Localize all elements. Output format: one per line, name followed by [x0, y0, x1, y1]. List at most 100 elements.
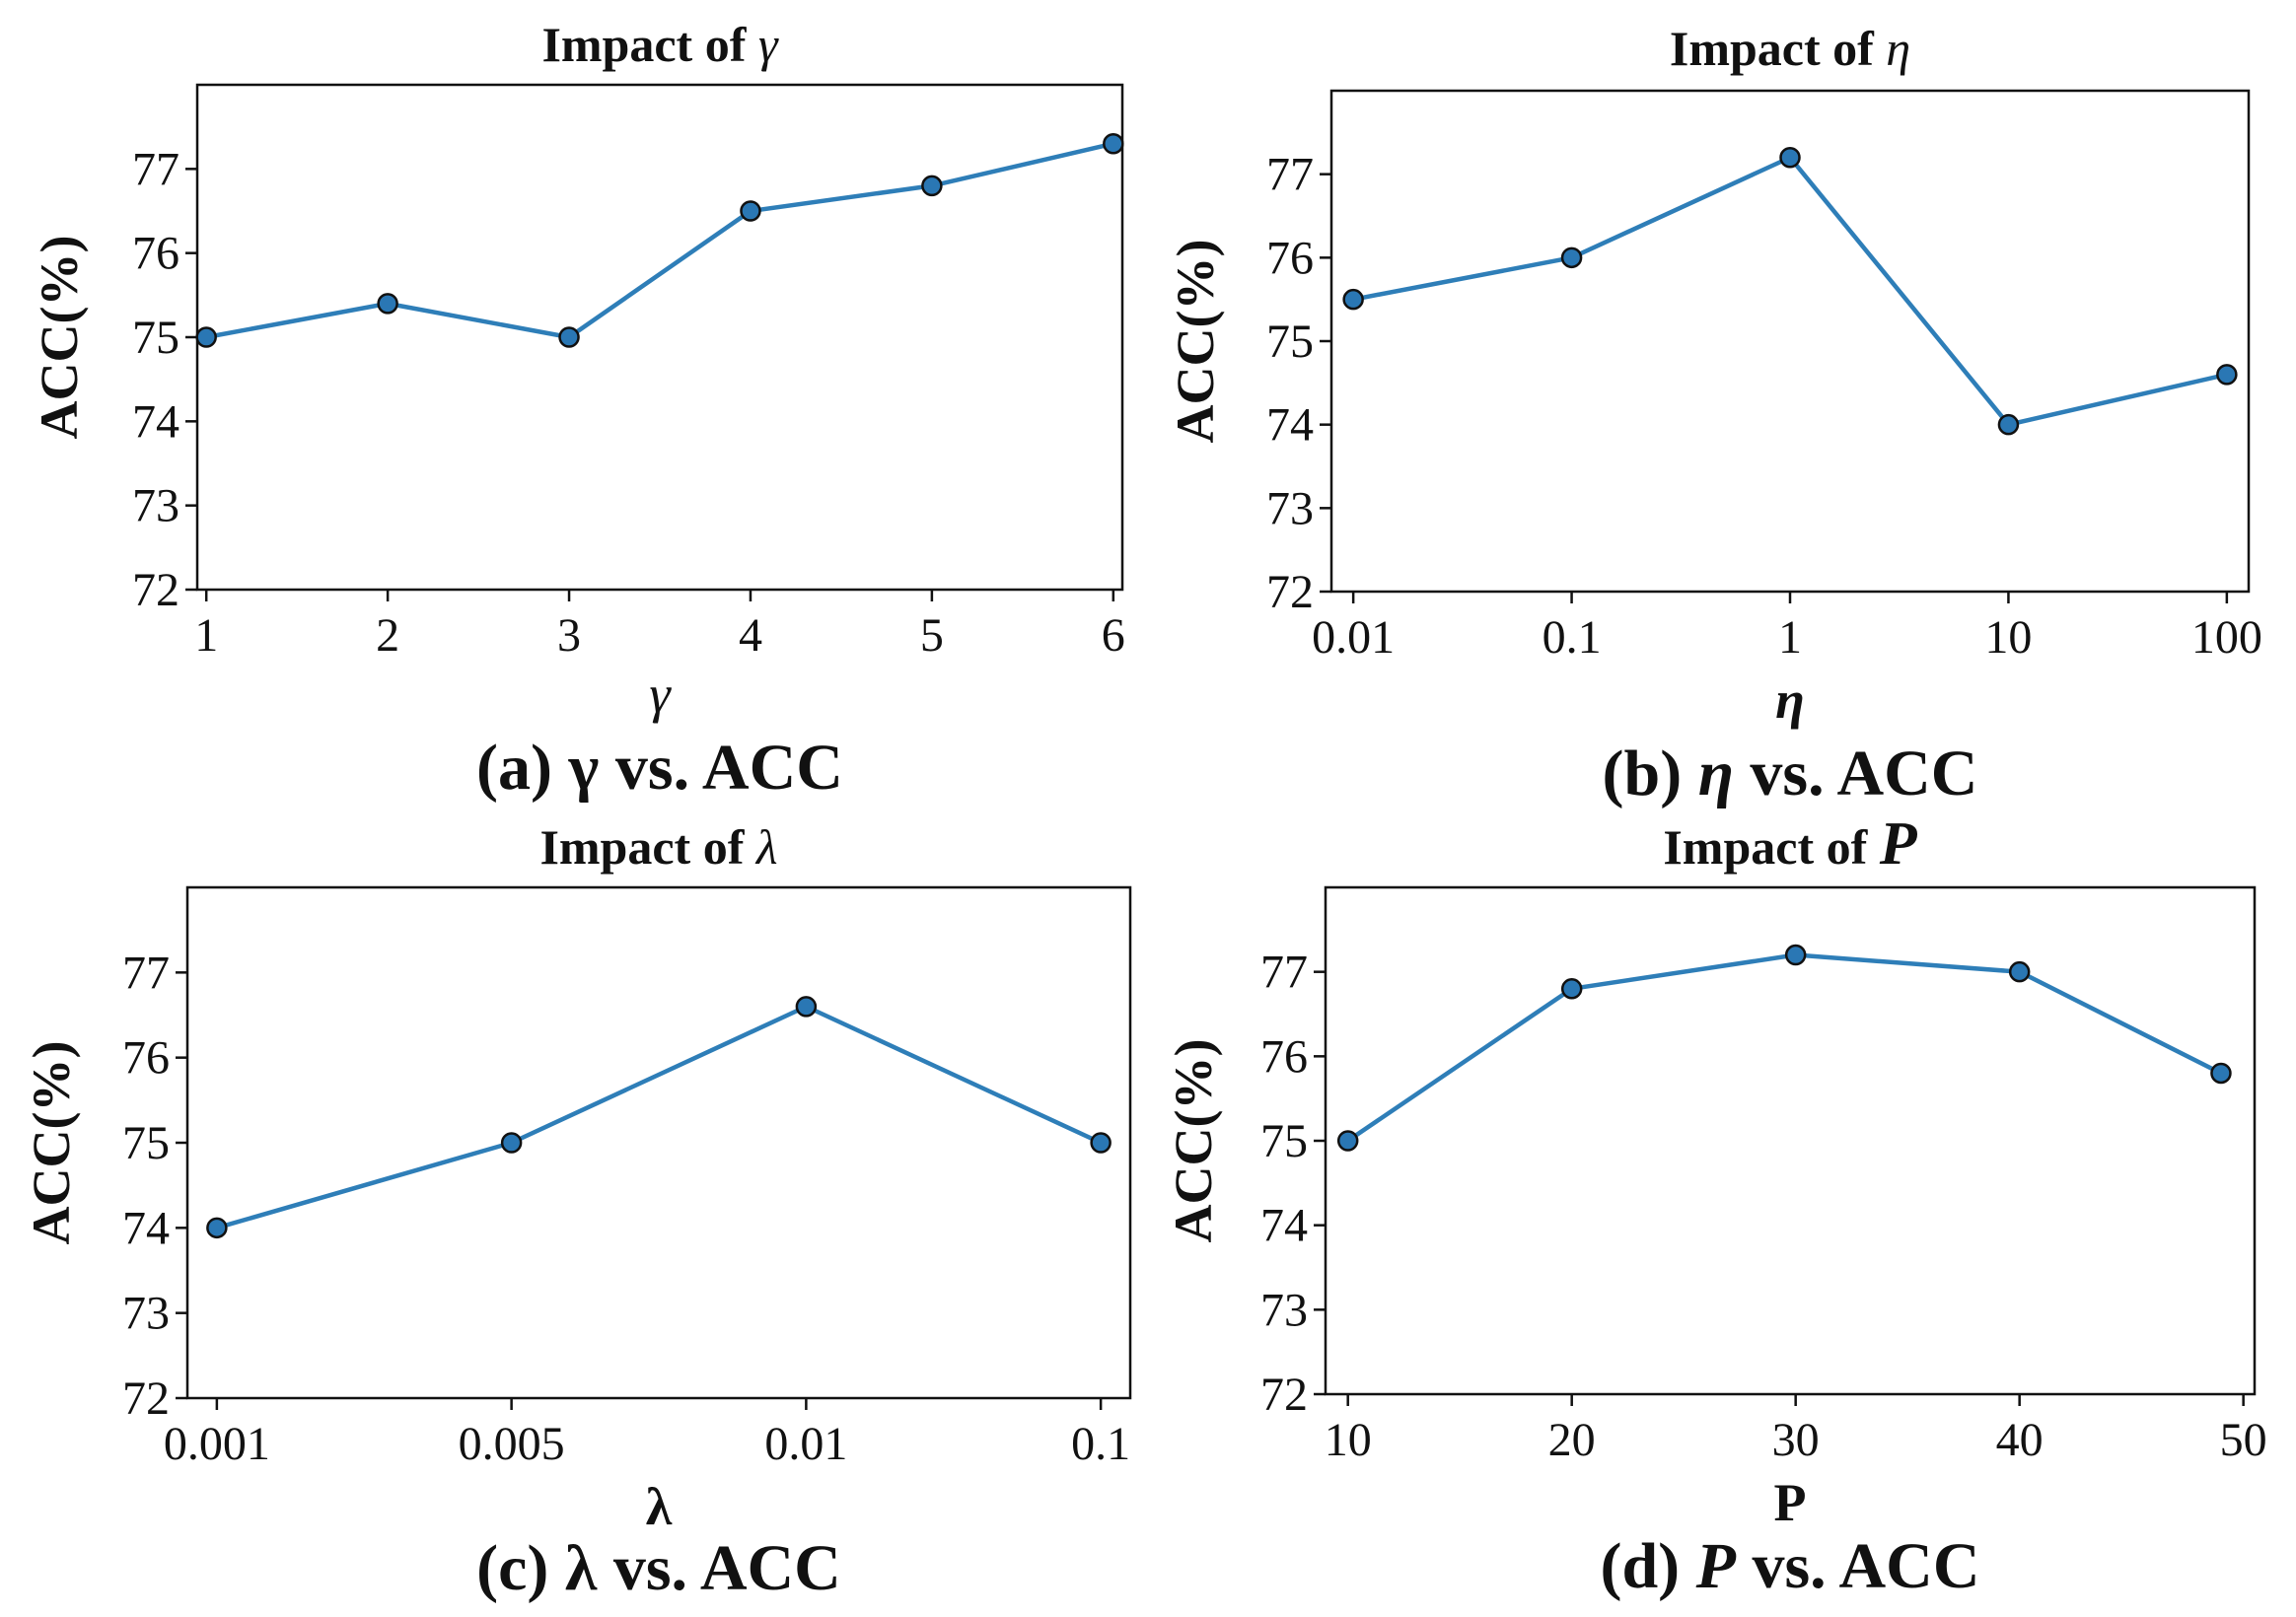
chart-title-prefix: Impact of [1663, 819, 1879, 875]
data-point [1560, 978, 1583, 1000]
y-tick-label: 75 [1266, 316, 1314, 368]
chart-title-symbol: P [1879, 810, 1918, 878]
data-point [1090, 1132, 1112, 1154]
chart-panel-2: Impact of η 72 73 74 75 76 77 0.01 0.1 1 10 100 ACC(… [1166, 21, 2262, 809]
subfigure-caption: (a) γ vs. ACC [476, 732, 843, 804]
x-tick-label: 0.005 [459, 1418, 565, 1470]
data-point [558, 326, 580, 348]
caption-suffix: vs. ACC [597, 1532, 841, 1604]
chart-title: Impact of γ [541, 17, 778, 72]
caption-symbol: P [1695, 1530, 1737, 1602]
chart-title: Impact of P [1663, 810, 1917, 878]
y-tick-label: 74 [1260, 1200, 1308, 1252]
y-tick-label: 73 [132, 480, 179, 532]
data-point [2210, 1062, 2232, 1085]
y-tick-label: 75 [132, 312, 179, 364]
y-tick-label: 75 [1260, 1115, 1308, 1167]
x-tick-label: 100 [2191, 611, 2262, 664]
x-tick-label: 5 [920, 609, 944, 662]
plot-frame [195, 83, 1124, 592]
series-line [205, 141, 1114, 340]
y-tick-label: 75 [122, 1117, 170, 1169]
caption-prefix: (b) [1603, 738, 1698, 809]
y-tick-label: 76 [1260, 1030, 1308, 1083]
x-tick-label: 0.01 [1312, 611, 1395, 664]
y-tick-label: 77 [1266, 149, 1314, 201]
x-tick-label: 2 [376, 609, 399, 662]
y-tick-label: 74 [122, 1202, 170, 1254]
subfigure-caption: (d) P vs. ACC [1600, 1530, 1979, 1602]
x-tick-label: 3 [557, 609, 581, 662]
data-point [206, 1217, 228, 1239]
x-tick-label: 0.01 [764, 1418, 847, 1470]
x-tick-label: 20 [1548, 1414, 1596, 1466]
data-point [1779, 146, 1801, 169]
chart-panel-3: Impact of λ 72 73 74 75 76 77 0.001 0.005 0.01 0.1… [22, 819, 1132, 1604]
series-line [1346, 952, 2222, 1143]
y-tick-label: 74 [132, 395, 179, 448]
data-point [795, 996, 818, 1018]
chart-title-symbol: λ [754, 819, 778, 875]
data-point [2216, 364, 2238, 386]
x-axis-label: γ [649, 665, 672, 724]
x-axis-label: P [1774, 1473, 1807, 1532]
data-point [1342, 288, 1364, 311]
caption-symbol: η [1698, 738, 1734, 809]
chart-title: Impact of λ [539, 819, 777, 875]
y-axis-label: ACC(%) [22, 1041, 81, 1245]
y-tick-label: 76 [132, 228, 179, 280]
x-axis-label: λ [646, 1477, 673, 1536]
chart-title-symbol: γ [758, 17, 779, 72]
data-point [921, 175, 943, 197]
data-point [1560, 246, 1583, 269]
y-tick-label: 76 [1266, 232, 1314, 284]
data-point [1997, 413, 2020, 436]
y-tick-label: 72 [1266, 566, 1314, 618]
data-point [1784, 944, 1807, 966]
y-axis-label: ACC(%) [1164, 1039, 1223, 1243]
data-point [377, 293, 398, 315]
caption-prefix: (c) [476, 1532, 565, 1604]
chart-title-prefix: Impact of [1670, 21, 1886, 76]
x-tick-label: 1 [194, 609, 218, 662]
subfigure-caption: (c) λ vs. ACC [476, 1532, 841, 1604]
y-tick-label: 72 [1260, 1369, 1308, 1421]
x-tick-label: 0.001 [164, 1418, 270, 1470]
caption-prefix: (d) [1600, 1530, 1695, 1602]
y-tick-label: 73 [1266, 482, 1314, 534]
x-tick-label: 50 [2220, 1414, 2267, 1466]
chart-title: Impact of η [1670, 21, 1910, 76]
caption-suffix: vs. ACC [1734, 738, 1978, 809]
caption-prefix: (a) [476, 732, 568, 804]
chart-title-prefix: Impact of [539, 819, 755, 875]
y-tick-label: 72 [132, 564, 179, 616]
chart-panel-4: Impact of P 72 73 74 75 76 77 10 20 30 40 50 ACC(%) P… [1164, 810, 2267, 1602]
x-tick-label: 10 [1984, 611, 2032, 664]
y-tick-label: 77 [132, 143, 179, 195]
y-tick-label: 74 [1266, 399, 1314, 452]
subfigure-caption: (b) η vs. ACC [1603, 738, 1978, 809]
chart-title-symbol: η [1886, 21, 1910, 76]
x-tick-label: 1 [1778, 611, 1802, 664]
caption-suffix: vs. ACC [599, 732, 843, 804]
data-point [740, 200, 761, 222]
x-axis-label: η [1775, 670, 1805, 730]
plot-frame [185, 885, 1132, 1400]
y-tick-label: 77 [1260, 947, 1308, 999]
y-axis-label: ACC(%) [1166, 240, 1225, 444]
caption-suffix: vs. ACC [1736, 1530, 1980, 1602]
y-tick-label: 72 [122, 1372, 170, 1425]
series-line [1352, 155, 2228, 427]
data-point [195, 326, 217, 348]
y-tick-label: 77 [122, 947, 170, 999]
chart-title-prefix: Impact of [541, 17, 757, 72]
y-tick-label: 73 [1260, 1284, 1308, 1336]
data-point [1336, 1130, 1359, 1152]
x-tick-label: 0.1 [1543, 611, 1602, 664]
x-tick-label: 30 [1772, 1414, 1820, 1466]
data-point [1103, 132, 1124, 155]
x-tick-label: 10 [1325, 1414, 1372, 1466]
y-tick-label: 76 [122, 1032, 170, 1085]
